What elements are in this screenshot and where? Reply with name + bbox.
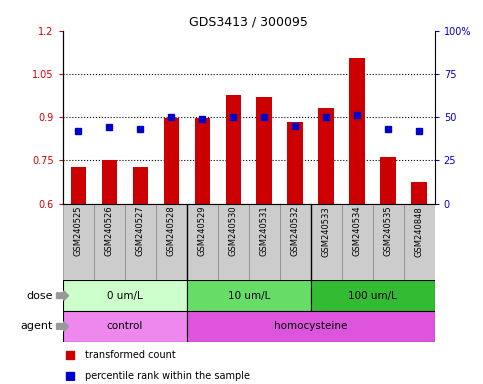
Text: 10 um/L: 10 um/L xyxy=(227,291,270,301)
Bar xyxy=(287,122,303,204)
Bar xyxy=(187,204,218,280)
Bar xyxy=(125,204,156,280)
Text: GSM240527: GSM240527 xyxy=(136,206,145,257)
Text: transformed count: transformed count xyxy=(85,350,176,360)
Bar xyxy=(156,204,187,280)
Bar xyxy=(350,58,365,204)
Bar xyxy=(195,118,210,204)
Text: dose: dose xyxy=(27,291,53,301)
Text: homocysteine: homocysteine xyxy=(274,321,347,331)
Title: GDS3413 / 300095: GDS3413 / 300095 xyxy=(189,15,308,28)
Bar xyxy=(311,280,435,311)
Bar xyxy=(280,204,311,280)
Bar xyxy=(101,160,117,204)
Bar xyxy=(342,204,373,280)
Text: GSM240533: GSM240533 xyxy=(322,206,331,257)
Bar xyxy=(256,97,272,204)
Bar xyxy=(71,167,86,204)
Bar xyxy=(63,280,187,311)
Text: GSM240528: GSM240528 xyxy=(167,206,176,257)
Bar xyxy=(94,204,125,280)
Text: GSM240848: GSM240848 xyxy=(415,206,424,257)
Text: GSM240530: GSM240530 xyxy=(229,206,238,257)
Text: 0 um/L: 0 um/L xyxy=(107,291,142,301)
Bar xyxy=(218,204,249,280)
Bar xyxy=(164,118,179,204)
Text: GSM240535: GSM240535 xyxy=(384,206,393,257)
Text: GSM240534: GSM240534 xyxy=(353,206,362,257)
Bar xyxy=(187,311,435,342)
Text: GSM240525: GSM240525 xyxy=(74,206,83,257)
Bar xyxy=(63,311,187,342)
Bar xyxy=(63,204,94,280)
Text: control: control xyxy=(107,321,143,331)
Text: GSM240526: GSM240526 xyxy=(105,206,114,257)
Bar xyxy=(381,157,396,204)
Bar xyxy=(226,94,241,204)
Text: GSM240531: GSM240531 xyxy=(260,206,269,257)
Text: agent: agent xyxy=(21,321,53,331)
Bar xyxy=(187,280,311,311)
Bar xyxy=(404,204,435,280)
Bar xyxy=(318,108,334,204)
Text: percentile rank within the sample: percentile rank within the sample xyxy=(85,371,250,381)
Bar xyxy=(132,167,148,204)
Text: GSM240529: GSM240529 xyxy=(198,206,207,257)
Bar xyxy=(311,204,342,280)
Bar xyxy=(412,182,427,204)
Bar xyxy=(249,204,280,280)
Bar xyxy=(373,204,404,280)
Text: 100 um/L: 100 um/L xyxy=(348,291,397,301)
Text: GSM240532: GSM240532 xyxy=(291,206,300,257)
